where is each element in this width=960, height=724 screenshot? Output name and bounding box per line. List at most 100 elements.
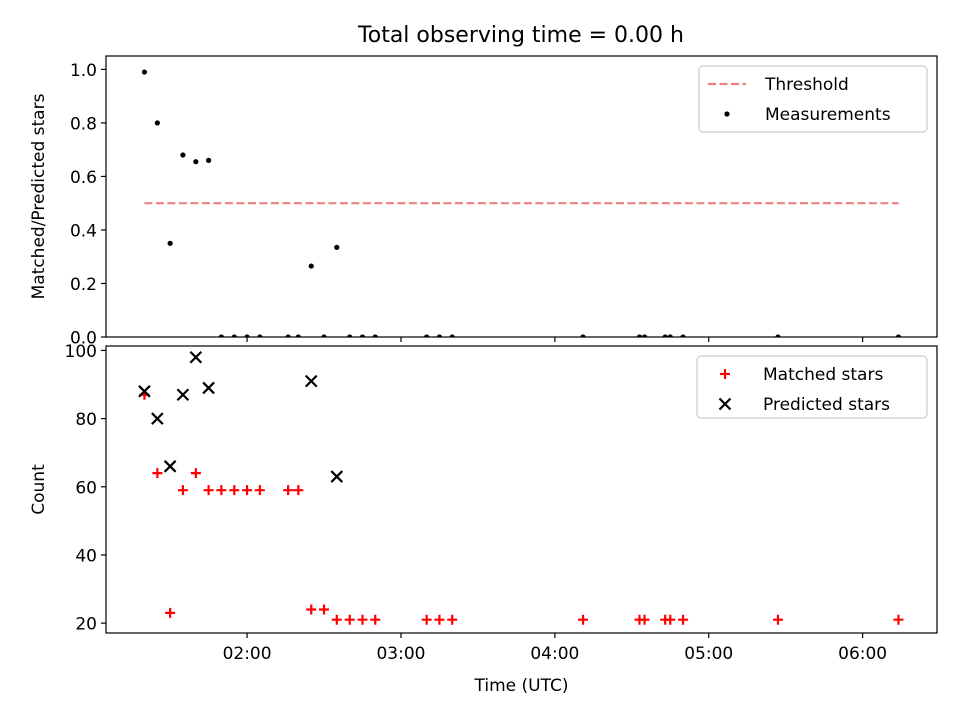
matched-star-point	[434, 614, 445, 625]
matched-star-point	[216, 485, 227, 496]
legend-box	[698, 65, 928, 133]
measurement-point	[359, 334, 366, 337]
y-tick-label: 1.0	[70, 61, 97, 81]
matched-star-point	[242, 485, 253, 496]
matched-star-point	[893, 614, 904, 625]
x-axis-label: Time (UTC)	[474, 676, 569, 696]
measurement-point	[334, 244, 340, 250]
matched-star-point	[152, 468, 163, 479]
x-tick-label: 04:00	[530, 644, 579, 664]
figure-title: Total observing time = 0.00 h	[357, 23, 684, 48]
measurement-point	[636, 334, 643, 337]
y-axis-label: Matched/Predicted stars	[29, 93, 49, 299]
plot-area	[138, 350, 904, 625]
legend-label: Matched stars	[763, 365, 883, 385]
matched-star-point	[229, 485, 240, 496]
measurement-point	[205, 157, 212, 163]
measurement-point	[308, 263, 314, 269]
y-tick-label: 0.4	[70, 221, 97, 241]
matched-star-point	[639, 614, 650, 625]
predicted-star-point	[176, 388, 190, 402]
measurement-point	[775, 334, 781, 337]
y-axis-label: Count	[29, 464, 49, 515]
measurement-point	[295, 334, 301, 337]
matched-star-point	[772, 614, 783, 625]
matched-star-point	[447, 614, 458, 625]
x-tick-label: 06:00	[838, 644, 887, 664]
y-tick-label: 0.0	[70, 329, 97, 349]
matched-star-point	[357, 614, 368, 625]
matched-star-point	[306, 604, 317, 615]
predicted-star-point	[330, 470, 344, 483]
measurement-point	[449, 334, 455, 337]
legend-label: Measurements	[765, 105, 891, 125]
x-tick-label: 03:00	[376, 644, 425, 664]
matched-star-point	[254, 485, 265, 496]
matched-star-point	[421, 614, 432, 625]
measurement-point	[321, 334, 327, 337]
measurement-point	[347, 334, 353, 337]
predicted-star-point	[189, 350, 203, 364]
predicted-star-point	[202, 381, 215, 395]
measurement-point	[231, 334, 237, 337]
measurement-point	[218, 334, 224, 337]
matched-star-point	[293, 485, 304, 496]
predicted-star-point	[163, 460, 177, 473]
y-tick-label: 0.6	[70, 168, 97, 188]
legend-matched-swatch	[720, 369, 730, 379]
matched-star-point	[283, 485, 294, 496]
y-tick-label: 0.2	[70, 275, 97, 295]
measurement-point	[424, 334, 430, 337]
legend: Matched stars Predicted stars	[696, 355, 928, 419]
top-panel: 0.0 0.2 0.4 0.6 0.8 1.0 Matched/Predicted star…	[29, 55, 938, 349]
measurement-point	[244, 334, 250, 337]
matched-star-point	[319, 604, 330, 615]
measurement-point	[580, 334, 586, 337]
matched-star-point	[203, 485, 214, 496]
predicted-star-point	[138, 385, 151, 398]
bottom-panel: 20 40 60 80 100 02:00 03:00 04:00 05:00 06:00 Coun…	[29, 342, 938, 696]
measurement-point	[167, 240, 173, 246]
matched-star-point	[578, 614, 589, 625]
measurement-point	[895, 334, 902, 337]
axes-frame	[105, 345, 938, 634]
matched-star-point	[665, 614, 676, 625]
x-tick-label: 05:00	[684, 644, 733, 664]
matched-star-point	[165, 607, 176, 618]
measurement-point	[257, 334, 263, 337]
plot-area	[141, 69, 902, 337]
y-tick-label: 80	[75, 410, 97, 430]
measurement-point	[641, 334, 648, 337]
axes-frame	[105, 55, 938, 338]
legend-box	[696, 355, 928, 419]
y-tick-label: 100	[65, 342, 97, 362]
matched-star-point	[678, 614, 689, 625]
matched-star-point	[190, 468, 201, 479]
y-tick-label: 60	[75, 478, 97, 498]
legend-predicted-swatch	[718, 397, 732, 411]
measurement-point	[285, 334, 291, 337]
matched-star-point	[344, 614, 355, 625]
measurement-point	[680, 334, 686, 337]
measurement-point	[372, 334, 378, 337]
legend-label: Threshold	[764, 75, 849, 95]
measurement-point	[154, 120, 160, 126]
matched-star-point	[370, 614, 381, 625]
measurement-point	[141, 69, 148, 75]
measurement-point	[180, 152, 186, 158]
measurement-point	[667, 334, 673, 337]
matched-star-point	[331, 614, 342, 625]
legend-label: Predicted stars	[763, 395, 890, 415]
measurement-point	[436, 334, 443, 337]
y-tick-label: 20	[75, 615, 97, 635]
legend-measurement-swatch	[724, 111, 730, 117]
matched-star-point	[177, 485, 188, 496]
x-tick-label: 02:00	[223, 644, 272, 664]
y-tick-label: 40	[75, 546, 97, 566]
predicted-star-point	[151, 412, 164, 425]
legend: Threshold Measurements	[698, 65, 928, 133]
measurement-point	[662, 334, 668, 337]
y-tick-label: 0.8	[70, 114, 97, 134]
